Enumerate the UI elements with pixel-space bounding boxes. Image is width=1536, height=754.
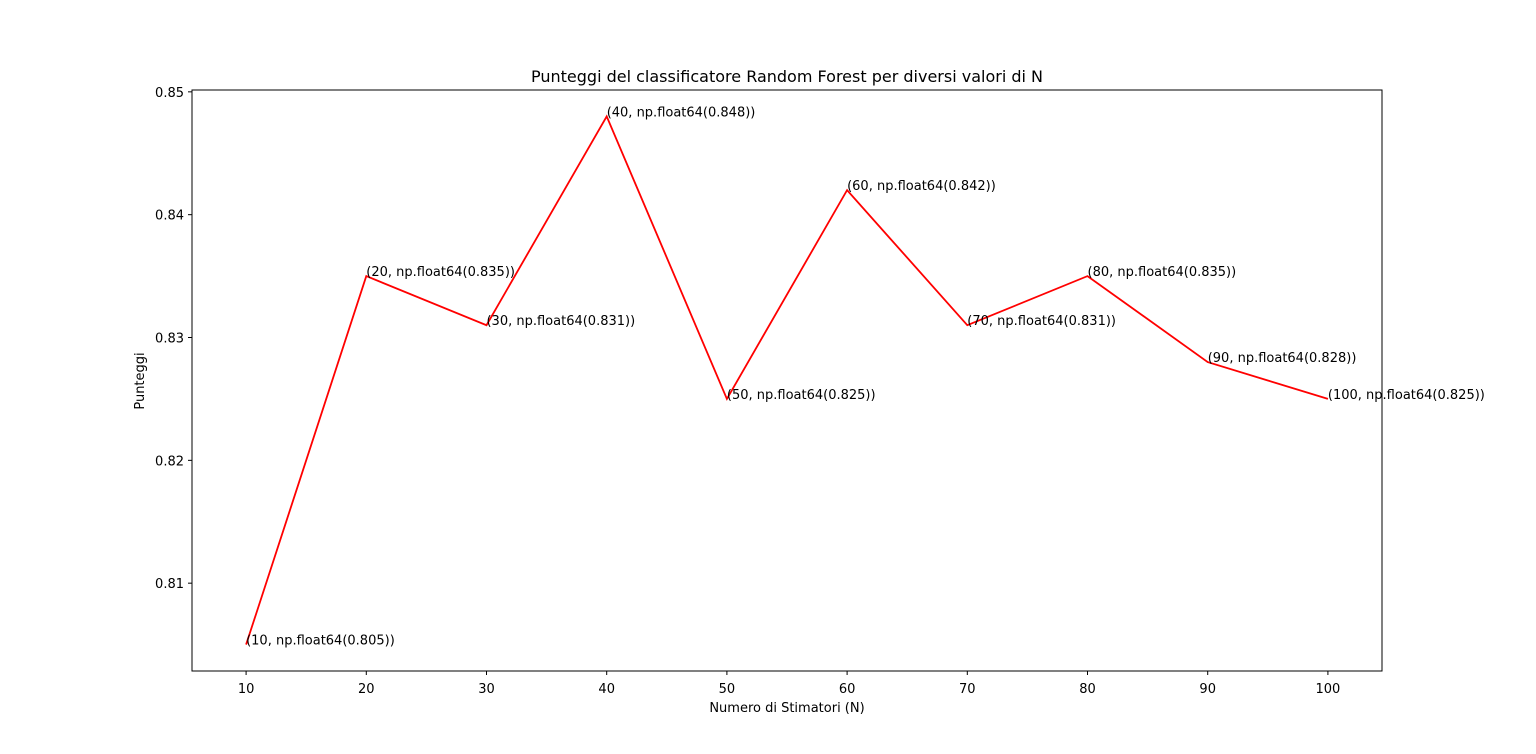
x-tick-label: 60 xyxy=(839,682,856,697)
x-axis: 10 20 30 40 50 60 70 80 90 100 xyxy=(238,671,1340,697)
x-tick-label: 90 xyxy=(1199,682,1216,697)
chart-title: Punteggi del classificatore Random Fores… xyxy=(531,67,1043,86)
y-axis: 0.81 0.82 0.83 0.84 0.85 xyxy=(155,86,192,592)
x-tick-label: 20 xyxy=(358,682,375,697)
y-axis-title: Punteggi xyxy=(133,352,148,409)
plot-area-frame xyxy=(191,89,1383,672)
x-tick-label: 100 xyxy=(1315,682,1340,697)
y-tick-label: 0.81 xyxy=(155,577,184,592)
x-axis-title: Numero di Stimatori (N) xyxy=(709,701,864,716)
x-tick-label: 10 xyxy=(238,682,255,697)
point-label: (30, np.float64(0.831)) xyxy=(486,314,635,329)
series-line xyxy=(245,114,1329,645)
y-tick-label: 0.85 xyxy=(155,86,184,101)
point-label: (80, np.float64(0.835)) xyxy=(1088,265,1237,280)
point-label: (60, np.float64(0.842)) xyxy=(847,179,996,194)
point-label: (10, np.float64(0.805)) xyxy=(246,634,395,649)
x-tick-label: 30 xyxy=(478,682,495,697)
point-label: (40, np.float64(0.848)) xyxy=(607,105,756,120)
y-tick-label: 0.83 xyxy=(155,332,184,347)
x-tick-label: 80 xyxy=(1079,682,1096,697)
point-annotations: (10, np.float64(0.805)) (20, np.float64(0… xyxy=(246,105,1485,648)
y-tick-label: 0.84 xyxy=(155,209,184,224)
point-label: (50, np.float64(0.825)) xyxy=(727,388,876,403)
point-label: (100, np.float64(0.825)) xyxy=(1328,388,1485,403)
point-label: (20, np.float64(0.835)) xyxy=(366,265,515,280)
point-label: (90, np.float64(0.828)) xyxy=(1208,351,1357,366)
point-label: (70, np.float64(0.831)) xyxy=(967,314,1116,329)
x-tick-label: 70 xyxy=(959,682,976,697)
x-tick-label: 40 xyxy=(598,682,615,697)
y-tick-label: 0.82 xyxy=(155,454,184,469)
x-tick-label: 50 xyxy=(719,682,736,697)
